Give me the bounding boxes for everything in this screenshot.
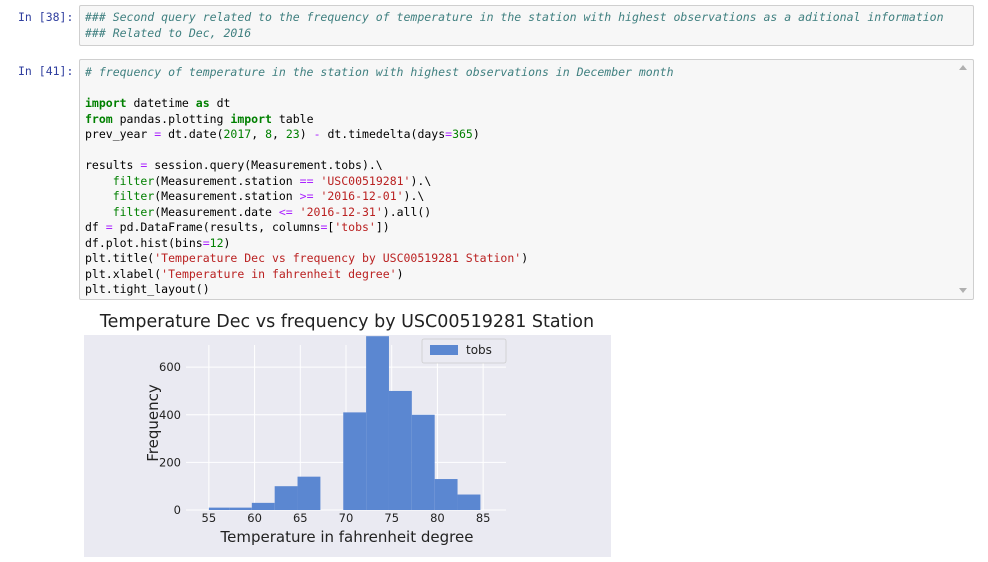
histogram-bar xyxy=(251,502,275,510)
y-tick-label: 400 xyxy=(159,408,181,422)
x-tick-label: 80 xyxy=(430,511,445,525)
histogram-bar xyxy=(388,390,412,510)
y-tick-label: 200 xyxy=(159,455,181,469)
y-tick-label: 0 xyxy=(174,503,181,517)
code-block: # frequency of temperature in the statio… xyxy=(85,65,674,296)
scroll-up-arrow-icon[interactable] xyxy=(959,65,967,70)
x-tick-label: 65 xyxy=(293,511,308,525)
code-input[interactable]: ### Second query related to the frequenc… xyxy=(79,5,974,46)
x-tick-label: 70 xyxy=(339,511,354,525)
cell-output: 0 200 400 600 55 60 65 70 75 80 85 Temperature De… xyxy=(84,305,611,557)
code-comment-line: ### Related to Dec, 2016 xyxy=(85,25,252,40)
histogram-bar xyxy=(208,507,230,510)
code-comment-line: ### Second query related to the frequenc… xyxy=(85,10,944,24)
legend: tobs xyxy=(421,338,507,364)
histogram-bar xyxy=(343,412,367,510)
histogram-bar xyxy=(297,476,321,510)
chart-title: Temperature Dec vs frequency by USC00519… xyxy=(99,312,594,332)
y-axis-label: Frequency xyxy=(144,384,162,462)
y-tick-label: 600 xyxy=(159,360,181,374)
x-tick-label: 75 xyxy=(384,511,399,525)
legend-swatch xyxy=(430,345,458,355)
histogram-bar xyxy=(229,507,252,510)
code-input[interactable]: # frequency of temperature in the statio… xyxy=(79,59,974,300)
histogram-bar xyxy=(434,479,458,510)
histogram-bar xyxy=(411,414,435,510)
code-comment-line: # frequency of temperature in the statio… xyxy=(85,65,674,79)
x-tick-label: 85 xyxy=(476,511,491,525)
cell-prompt: In [38]: xyxy=(18,10,74,24)
x-tick-label: 55 xyxy=(202,511,217,525)
x-tick-label: 60 xyxy=(247,511,262,525)
x-axis-label: Temperature in fahrenheit degree xyxy=(220,528,474,546)
histogram-bar xyxy=(457,494,481,510)
histogram-chart: 0 200 400 600 55 60 65 70 75 80 85 Temperature De… xyxy=(84,305,611,557)
legend-label: tobs xyxy=(466,343,492,357)
histogram-bar xyxy=(274,486,298,510)
cell-prompt: In [41]: xyxy=(18,64,74,78)
histogram-bar xyxy=(366,336,389,510)
scroll-down-arrow-icon[interactable] xyxy=(959,288,967,293)
